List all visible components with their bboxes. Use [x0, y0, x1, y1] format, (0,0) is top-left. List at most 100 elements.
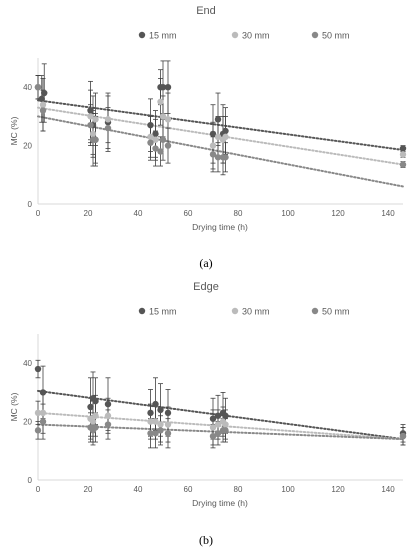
data-point: [39, 107, 47, 114]
legend-marker: [311, 307, 319, 315]
legend-marker: [138, 307, 146, 315]
x-tick-label: 20: [84, 485, 93, 494]
data-point: [92, 412, 99, 419]
data-point: [164, 142, 172, 149]
y-axis-label: MC (%): [9, 392, 19, 421]
legend-label: 50 mm: [322, 31, 350, 41]
x-axis-label: Drying time (h): [192, 222, 248, 232]
data-point: [34, 409, 42, 417]
data-point: [147, 430, 154, 437]
x-tick-label: 0: [36, 485, 41, 494]
data-point: [92, 136, 99, 143]
data-point: [147, 139, 154, 146]
x-tick-label: 100: [281, 209, 295, 218]
data-point: [87, 107, 94, 114]
y-tick-label: 20: [23, 142, 32, 151]
x-tick-label: 40: [134, 209, 143, 218]
data-point: [87, 113, 94, 120]
legend-label: 15 mm: [149, 307, 177, 317]
legend-marker: [231, 31, 239, 39]
data-point: [209, 151, 217, 158]
data-point: [104, 412, 112, 419]
x-tick-label: 100: [281, 485, 295, 494]
caption-a: (a): [199, 256, 213, 270]
data-point: [222, 154, 229, 161]
data-point: [39, 409, 47, 417]
data-point: [164, 421, 172, 428]
data-point: [41, 89, 48, 97]
data-point: [209, 433, 217, 440]
data-point: [34, 84, 42, 91]
data-point: [159, 113, 167, 120]
y-tick-label: 0: [28, 200, 33, 209]
data-point: [399, 151, 407, 158]
y-tick-label: 40: [23, 83, 32, 92]
x-tick-label: 20: [84, 209, 93, 218]
data-point: [209, 424, 217, 431]
x-tick-label: 140: [381, 485, 395, 494]
data-point: [164, 409, 172, 417]
y-tick-label: 20: [23, 418, 32, 427]
x-tick-label: 60: [184, 485, 193, 494]
data-point: [39, 101, 47, 108]
data-point: [152, 136, 159, 143]
data-point: [147, 418, 154, 425]
data-point: [104, 400, 112, 408]
x-axis-label: Drying time (h): [192, 498, 248, 508]
x-tick-label: 80: [234, 209, 243, 218]
x-tick-label: 120: [331, 209, 345, 218]
data-point: [157, 406, 164, 414]
data-point: [214, 133, 222, 141]
data-point: [222, 133, 229, 141]
data-point: [38, 95, 45, 103]
data-point: [399, 161, 407, 168]
x-tick-label: 0: [36, 209, 41, 218]
data-point: [34, 365, 42, 373]
x-tick-label: 140: [381, 209, 395, 218]
chart-title: Edge: [193, 281, 219, 293]
data-point: [222, 127, 229, 135]
legend-marker: [231, 307, 239, 315]
chart-edge: Edge 15 mm 30 mm 50 mm 0 20 40 0 20 40 60 80 100 120 1…: [9, 281, 407, 508]
trendline: [37, 99, 404, 151]
data-point: [214, 412, 222, 419]
data-point: [164, 116, 172, 123]
data-point: [159, 84, 167, 91]
legend-marker: [311, 31, 319, 39]
data-point: [152, 130, 159, 138]
data-point: [92, 397, 99, 405]
data-point: [87, 121, 94, 129]
x-tick-label: 60: [184, 209, 193, 218]
data-point: [222, 427, 229, 434]
data-point: [164, 84, 172, 91]
chart-title: End: [196, 5, 216, 17]
data-point: [89, 418, 97, 425]
x-tick-label: 80: [234, 485, 243, 494]
data-point: [159, 136, 167, 143]
data-point: [104, 421, 112, 428]
data-point: [157, 427, 164, 434]
legend-label: 30 mm: [242, 307, 270, 317]
data-point: [92, 424, 99, 431]
data-point: [209, 415, 217, 422]
data-point: [214, 421, 222, 428]
legend-label: 30 mm: [242, 31, 270, 41]
data-point: [222, 421, 229, 428]
caption-b: (b): [199, 533, 213, 547]
data-point: [104, 116, 112, 123]
legend-label: 15 mm: [149, 31, 177, 41]
x-tick-label: 120: [331, 485, 345, 494]
data-point: [214, 116, 222, 123]
data-point: [214, 154, 222, 161]
y-axis-label: MC (%): [9, 116, 19, 145]
data-point: [152, 400, 159, 408]
data-point: [87, 403, 94, 411]
data-point: [157, 421, 164, 428]
data-point: [34, 427, 42, 434]
data-point: [164, 430, 172, 437]
legend-label: 50 mm: [322, 307, 350, 317]
data-point: [104, 124, 112, 132]
data-point: [39, 389, 47, 396]
x-tick-label: 40: [134, 485, 143, 494]
